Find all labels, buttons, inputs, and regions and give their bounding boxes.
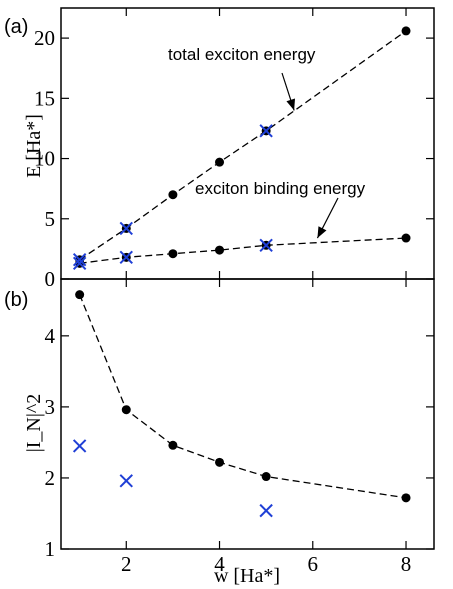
panel-b-cross-stroke bbox=[259, 503, 273, 518]
panel-a-y-tick-label: 5 bbox=[45, 207, 56, 231]
panel-b-y-tick-label: 1 bbox=[45, 537, 56, 561]
panel-b-series-0-point bbox=[121, 405, 131, 415]
panel-b-lines bbox=[79, 294, 407, 499]
panel-b-series-0-point bbox=[168, 440, 178, 450]
panel-a-series-0-point bbox=[401, 26, 411, 36]
panel-b-label: (b) bbox=[4, 289, 28, 311]
panel-a-lines bbox=[79, 30, 407, 264]
panel-b-series-0-point bbox=[401, 493, 411, 503]
panel-b-x-tick-label: 6 bbox=[308, 552, 319, 576]
panel-a-y-axis-title: E [Ha*] bbox=[23, 114, 45, 178]
panel-a-series-0-line bbox=[79, 30, 407, 261]
panel-b-x-axis-title: w [Ha*] bbox=[214, 565, 280, 587]
panel-b-y-tick-label: 3 bbox=[45, 395, 56, 419]
panel-a-cross-stroke bbox=[119, 250, 133, 265]
panel-b-cross-marker bbox=[119, 474, 133, 488]
annotation-binding-label: exciton binding energy bbox=[195, 179, 366, 198]
panel-a-ticks: 0 5 10 15 20 bbox=[34, 8, 434, 291]
panel-b-cross-stroke bbox=[72, 439, 87, 453]
panel-a-series-1-point bbox=[168, 249, 178, 259]
panel-b-series-0-point bbox=[75, 290, 85, 300]
annotation-binding-arrowhead bbox=[317, 226, 327, 239]
panel-b-series-0-line bbox=[79, 294, 407, 499]
panel-a-cross-stroke bbox=[72, 253, 87, 267]
panel-b-cross-marker bbox=[259, 503, 273, 518]
panel-a-cross-marker bbox=[259, 238, 273, 252]
panel-b-series-0-point bbox=[261, 472, 271, 482]
panel-b-markers bbox=[72, 290, 411, 518]
panel-a-cross-marker bbox=[259, 124, 273, 138]
panel-a-markers bbox=[72, 26, 411, 271]
panel-a-cross-stroke bbox=[72, 256, 87, 271]
panel-a-y-tick-label: 10 bbox=[34, 147, 55, 171]
panel-b-y-axis-title: |I_N|^2 bbox=[23, 394, 45, 453]
panel-a: (a) E [Ha*] 0 5 10 15 20 total exciton energ… bbox=[4, 7, 435, 291]
annotation-total-arrowhead bbox=[286, 98, 296, 111]
panel-a-series-0-point bbox=[215, 157, 225, 167]
annotation-total-label: total exciton energy bbox=[168, 45, 316, 64]
panel-a-cross-marker bbox=[119, 221, 133, 236]
panel-b-x-tick-label: 2 bbox=[121, 552, 132, 576]
panel-b-y-tick-label: 2 bbox=[45, 466, 56, 490]
panel-b-x-tick-label: 4 bbox=[214, 552, 225, 576]
panel-a-series-0-point bbox=[168, 190, 178, 200]
panel-b-cross-stroke bbox=[119, 474, 133, 488]
panel-a-series-1-line bbox=[79, 237, 407, 264]
annotation-total-exciton-energy: total exciton energy bbox=[168, 45, 316, 111]
panel-b-y-tick-label: 4 bbox=[45, 324, 56, 348]
panel-a-y-tick-label: 0 bbox=[45, 267, 56, 291]
panel-a-cross-stroke bbox=[259, 238, 273, 252]
panel-a-series-1-point bbox=[401, 233, 411, 243]
panel-a-series-1-point bbox=[215, 245, 225, 255]
panel-a-cross-stroke bbox=[259, 124, 273, 138]
panel-a-y-tick-label: 15 bbox=[34, 86, 55, 110]
panel-b-ticks: 2 4 6 8 1 2 3 4 bbox=[45, 279, 434, 576]
panel-a-label: (a) bbox=[4, 16, 28, 38]
panel-a-y-tick-label: 20 bbox=[34, 26, 55, 50]
panel-a-cross-marker bbox=[119, 250, 133, 265]
panel-b-x-tick-label: 8 bbox=[401, 552, 412, 576]
panel-a-cross-marker bbox=[72, 256, 87, 271]
panel-b: (b) |I_N|^2 w [Ha*] 2 4 6 8 1 2 3 4 bbox=[4, 278, 435, 587]
panel-b-frame bbox=[60, 278, 435, 550]
panel-b-series-0-point bbox=[215, 457, 225, 467]
panel-a-cross-stroke bbox=[119, 221, 133, 236]
panel-b-cross-marker bbox=[72, 439, 87, 453]
annotation-exciton-binding-energy: exciton binding energy bbox=[195, 179, 366, 239]
panel-a-cross-marker bbox=[72, 253, 87, 267]
